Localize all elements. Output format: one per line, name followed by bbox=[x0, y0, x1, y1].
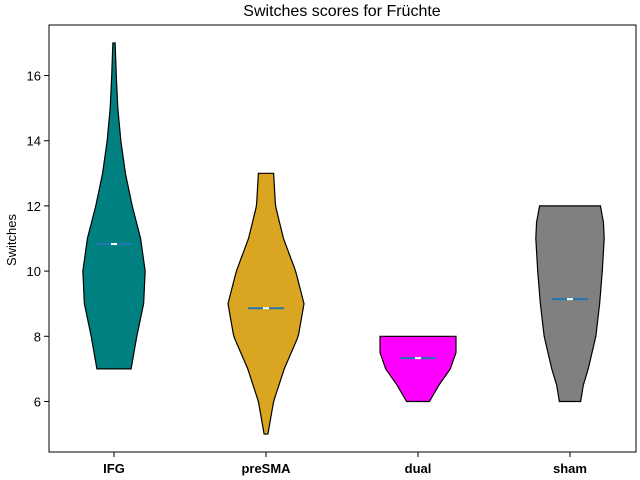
violin-preSMA bbox=[227, 172, 305, 435]
chart-title: Switches scores for Früchte bbox=[243, 3, 441, 20]
x-tick-label-dual: dual bbox=[405, 461, 432, 476]
median-marker-IFG bbox=[111, 243, 117, 246]
y-tick-label: 16 bbox=[27, 69, 41, 84]
y-tick-label: 12 bbox=[27, 199, 41, 214]
x-tick-label-preSMA: preSMA bbox=[241, 461, 291, 476]
median-marker-dual bbox=[415, 357, 421, 360]
x-tick-label-IFG: IFG bbox=[103, 461, 125, 476]
violin-sham bbox=[535, 205, 605, 403]
violin-IFG bbox=[82, 42, 146, 370]
plot-area-frame bbox=[48, 24, 637, 453]
violin-dual bbox=[379, 335, 457, 403]
x-axis-ticks: IFG preSMA dual sham bbox=[103, 452, 587, 476]
y-tick-label: 14 bbox=[27, 134, 41, 149]
violin-group bbox=[82, 42, 605, 435]
median-marker-sham bbox=[567, 298, 573, 301]
y-tick-label: 10 bbox=[27, 264, 41, 279]
y-axis-label: Switches bbox=[4, 213, 19, 266]
y-tick-label: 6 bbox=[34, 394, 41, 409]
x-tick-label-sham: sham bbox=[553, 461, 587, 476]
y-tick-label: 8 bbox=[34, 329, 41, 344]
y-axis-ticks: 6 8 10 12 14 16 bbox=[27, 69, 49, 409]
median-marker-preSMA bbox=[263, 307, 269, 310]
